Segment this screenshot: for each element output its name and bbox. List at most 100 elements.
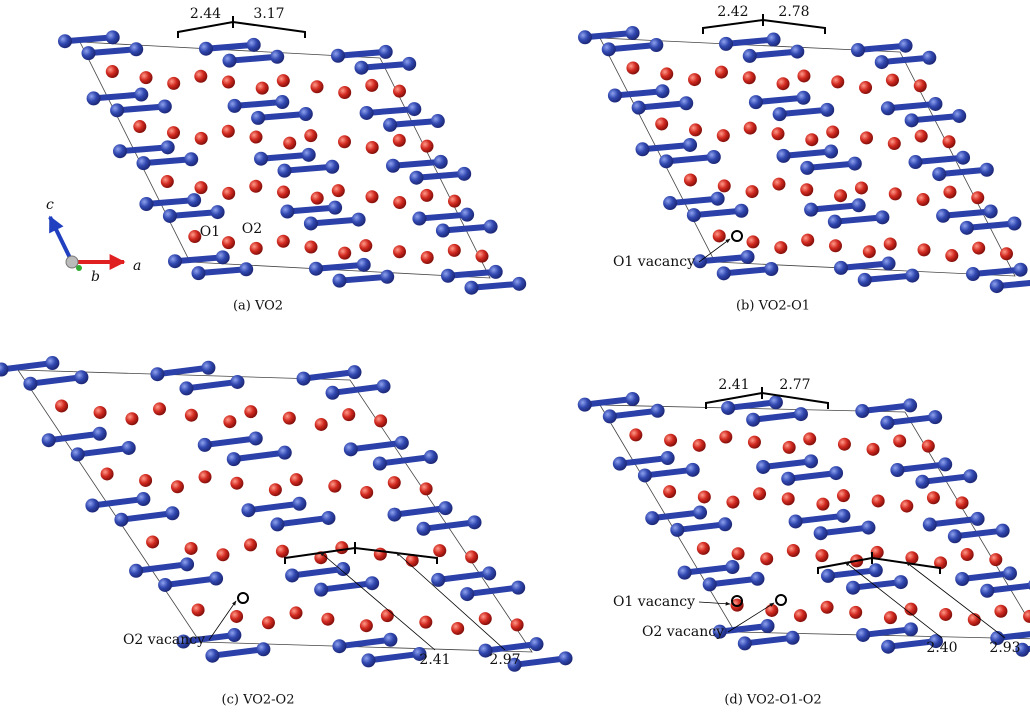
oxygen-atom xyxy=(943,135,956,148)
leader-line xyxy=(845,562,942,638)
oxygen-atom xyxy=(381,609,394,622)
vanadium-atom xyxy=(87,91,101,105)
oxygen-atom xyxy=(872,494,885,507)
vanadium-atom xyxy=(932,167,946,181)
vanadium-atom xyxy=(738,636,752,650)
vanadium-atom xyxy=(746,413,760,427)
vanadium-atom xyxy=(299,107,313,121)
vanadium-atom xyxy=(460,208,474,222)
v-v-bond xyxy=(438,573,489,579)
vanadium-atom xyxy=(980,584,994,598)
v-v-bond xyxy=(962,573,1010,579)
oxygen-atom xyxy=(360,486,373,499)
v-v-bond xyxy=(89,49,137,53)
vanadium-atom xyxy=(966,267,980,281)
oxygen-atom xyxy=(660,67,673,80)
oxygen-atom xyxy=(743,71,756,84)
v-v-bond xyxy=(417,174,465,178)
v-v-bond xyxy=(720,626,768,632)
vanadium-atom xyxy=(192,266,206,280)
oxygen-atom xyxy=(794,609,807,622)
v-v-bond xyxy=(30,377,81,383)
vacancy xyxy=(732,231,742,241)
vanadium-atom xyxy=(511,581,525,595)
oxygen-atom xyxy=(889,187,902,200)
v-v-bond xyxy=(261,155,309,159)
vacancy xyxy=(238,593,248,603)
v-v-bond xyxy=(49,434,100,440)
oxygen-atom xyxy=(161,175,174,188)
oxygen-atom xyxy=(760,552,773,565)
oxygen-atom xyxy=(338,86,351,99)
oxygen-atom xyxy=(342,408,355,421)
oxygen-atom xyxy=(826,125,839,138)
vanadium-atom xyxy=(129,42,143,56)
vanadium-atom xyxy=(23,377,37,391)
v-v-bond xyxy=(639,103,687,107)
axis-arrow xyxy=(50,217,72,262)
vanadium-atom xyxy=(241,503,255,517)
v-v-bond xyxy=(443,227,491,231)
v-v-bond xyxy=(763,461,811,467)
v-v-bond xyxy=(321,583,372,589)
vanadium-atom xyxy=(769,395,783,409)
bond-length: 2.41 xyxy=(419,652,450,668)
oxygen-atom xyxy=(698,490,711,503)
oxygen-atom xyxy=(972,242,985,255)
figure: (a) VO2(b) VO2-O1(c) VO2-O2(d) VO2-O1-O2… xyxy=(0,0,1030,713)
oxygen-atom xyxy=(171,480,184,493)
vanadium-atom xyxy=(292,497,306,511)
vanadium-atom xyxy=(875,210,889,224)
v-v-bond xyxy=(585,33,633,37)
oxygen-atom xyxy=(834,189,847,202)
vanadium-atom xyxy=(767,33,781,47)
oxygen-atom xyxy=(968,613,981,626)
vanadium-atom xyxy=(227,628,241,642)
vanadium-atom xyxy=(1014,263,1028,277)
vanadium-atom xyxy=(150,367,164,381)
vanadium-atom xyxy=(856,628,870,642)
oxygen-atom xyxy=(688,73,701,86)
oxygen-atom xyxy=(146,535,159,548)
v-v-bond xyxy=(380,457,431,463)
vanadium-atom xyxy=(82,46,96,60)
v-v-bond xyxy=(285,167,333,171)
oxygen-atom xyxy=(860,131,873,144)
vanadium-atom xyxy=(489,265,503,279)
oxygen-atom xyxy=(393,245,406,258)
v-v-bond xyxy=(728,402,776,408)
vanadium-atom xyxy=(717,266,731,280)
v-v-bond xyxy=(897,464,945,470)
vanadium-atom xyxy=(820,103,834,117)
vanadium-atom xyxy=(165,506,179,520)
oxygen-atom xyxy=(216,548,229,561)
oxygen-atom xyxy=(192,603,205,616)
vanadium-atom xyxy=(114,513,128,527)
v-v-bond xyxy=(882,58,930,62)
v-v-bond xyxy=(292,569,343,575)
oxygen-atom xyxy=(167,126,180,139)
vanadium-atom xyxy=(936,209,950,223)
oxygen-atom xyxy=(185,542,198,555)
vanadium-atom xyxy=(718,517,732,531)
vanadium-atom xyxy=(1007,217,1021,231)
v-v-bond xyxy=(94,95,142,99)
vanadium-atom xyxy=(980,163,994,177)
vanadium-atom xyxy=(249,431,263,445)
oxygen-atom xyxy=(815,549,828,562)
oxygen-atom xyxy=(332,184,345,197)
v-v-bond xyxy=(726,40,774,44)
oxygen-atom xyxy=(311,80,324,93)
vanadium-atom xyxy=(106,30,120,44)
oxygen-atom xyxy=(884,611,897,624)
bond-length: 2.44 xyxy=(190,6,221,22)
atom-label: O2 xyxy=(242,221,262,237)
vanadium-atom xyxy=(990,279,1004,293)
oxygen-atom xyxy=(915,130,928,143)
vanadium-atom xyxy=(828,215,842,229)
v-v-bond xyxy=(424,522,475,528)
vanadium-atom xyxy=(955,572,969,586)
vanadium-atom xyxy=(211,205,225,219)
v-v-bond xyxy=(585,399,633,405)
v-v-bond xyxy=(745,638,793,644)
